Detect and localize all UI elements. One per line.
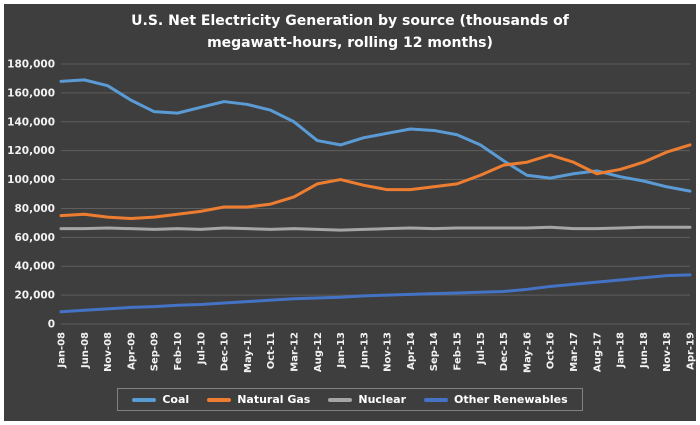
legend-swatch-other-renewables — [424, 398, 448, 402]
x-axis-tick-label: Apr-19 — [686, 332, 697, 370]
x-axis-tick-label: Jun-18 — [639, 332, 650, 369]
legend: Coal Natural Gas Nuclear Other Renewables — [117, 388, 583, 412]
x-axis-tick-label: Mar-17 — [569, 332, 580, 372]
y-axis-tick-label: 160,000 — [7, 88, 55, 100]
legend-label-other-renewables: Other Renewables — [454, 393, 568, 407]
x-axis-tick-label: May-11 — [243, 332, 254, 373]
x-axis-tick-label: Sep-14 — [429, 332, 440, 371]
legend-item-other-renewables: Other Renewables — [424, 393, 568, 406]
legend-item-natural-gas: Natural Gas — [207, 393, 310, 406]
y-axis-tick-label: 180,000 — [7, 59, 55, 71]
x-axis-tick-label: Oct-11 — [266, 332, 277, 369]
series-line-nuclear — [59, 226, 692, 232]
x-axis-tick-label: Jun-08 — [80, 332, 91, 369]
legend-row: Coal Natural Gas Nuclear Other Renewables — [4, 388, 696, 412]
x-axis-tick-label: Jan-08 — [57, 332, 68, 369]
legend-swatch-coal — [132, 398, 157, 402]
x-axis-tick-label: Feb-15 — [453, 332, 464, 370]
x-axis-tick-label: Dec-15 — [499, 332, 510, 371]
x-axis-tick-label: Jan-13 — [336, 332, 347, 369]
legend-item-nuclear: Nuclear — [328, 393, 406, 406]
legend-swatch-natural-gas — [207, 398, 232, 402]
y-axis-tick-label: 40,000 — [14, 261, 55, 273]
y-axis-tick-label: 80,000 — [14, 203, 55, 215]
x-axis-tick-label: Apr-14 — [406, 332, 417, 370]
x-axis-tick-label: May-16 — [522, 332, 533, 373]
legend-label-natural-gas: Natural Gas — [237, 393, 311, 407]
x-axis-tick-label: Feb-10 — [173, 332, 184, 370]
x-axis-tick-label: Aug-12 — [313, 332, 324, 372]
x-axis-tick-label: Aug-17 — [592, 332, 603, 372]
electricity-generation-chart: U.S. Net Electricity Generation by sourc… — [4, 4, 696, 421]
x-axis-tick-label: Nov-18 — [662, 332, 673, 372]
plot-area: 0 20,000 40,000 60,000 80,000 100,000 120,000 1… — [7, 59, 697, 373]
chart-title-line1: U.S. Net Electricity Generation by sourc… — [131, 13, 569, 29]
x-axis-tick-label: Nov-08 — [103, 332, 114, 372]
x-axis-tick-label: Nov-13 — [383, 332, 394, 372]
series-line-other-renewables — [59, 273, 692, 314]
y-axis-tick-label: 100,000 — [7, 174, 55, 186]
x-axis-tick-label: Dec-10 — [220, 332, 231, 371]
y-axis-tick-label: 60,000 — [14, 232, 55, 244]
chart-title-line2: megawatt-hours, rolling 12 months) — [207, 34, 493, 51]
legend-swatch-nuclear — [328, 398, 353, 402]
legend-item-coal: Coal — [132, 393, 189, 406]
legend-label-nuclear: Nuclear — [358, 393, 406, 407]
x-axis-tick-label: Mar-12 — [289, 332, 300, 372]
series-line-natural-gas — [59, 143, 692, 221]
x-axis-tick-label: Jul-15 — [476, 332, 487, 365]
y-axis-tick-label: 20,000 — [14, 290, 55, 302]
x-axis-tick-label: Jun-13 — [359, 332, 370, 369]
legend-label-coal: Coal — [162, 393, 190, 407]
series-line-coal — [59, 78, 692, 193]
x-axis-tick-label: Jul-10 — [196, 332, 207, 365]
x-axis-tick-label: Apr-09 — [126, 332, 137, 370]
y-axis-tick-label: 120,000 — [7, 146, 55, 158]
x-axis-tick-label: Sep-09 — [150, 332, 161, 371]
x-axis-tick-label: Jan-18 — [616, 332, 627, 369]
y-axis-tick-label: 0 — [48, 319, 55, 331]
chart-title: U.S. Net Electricity Generation by sourc… — [131, 11, 569, 54]
x-axis-tick-label: Oct-16 — [546, 332, 557, 369]
y-axis-tick-label: 140,000 — [7, 117, 55, 129]
